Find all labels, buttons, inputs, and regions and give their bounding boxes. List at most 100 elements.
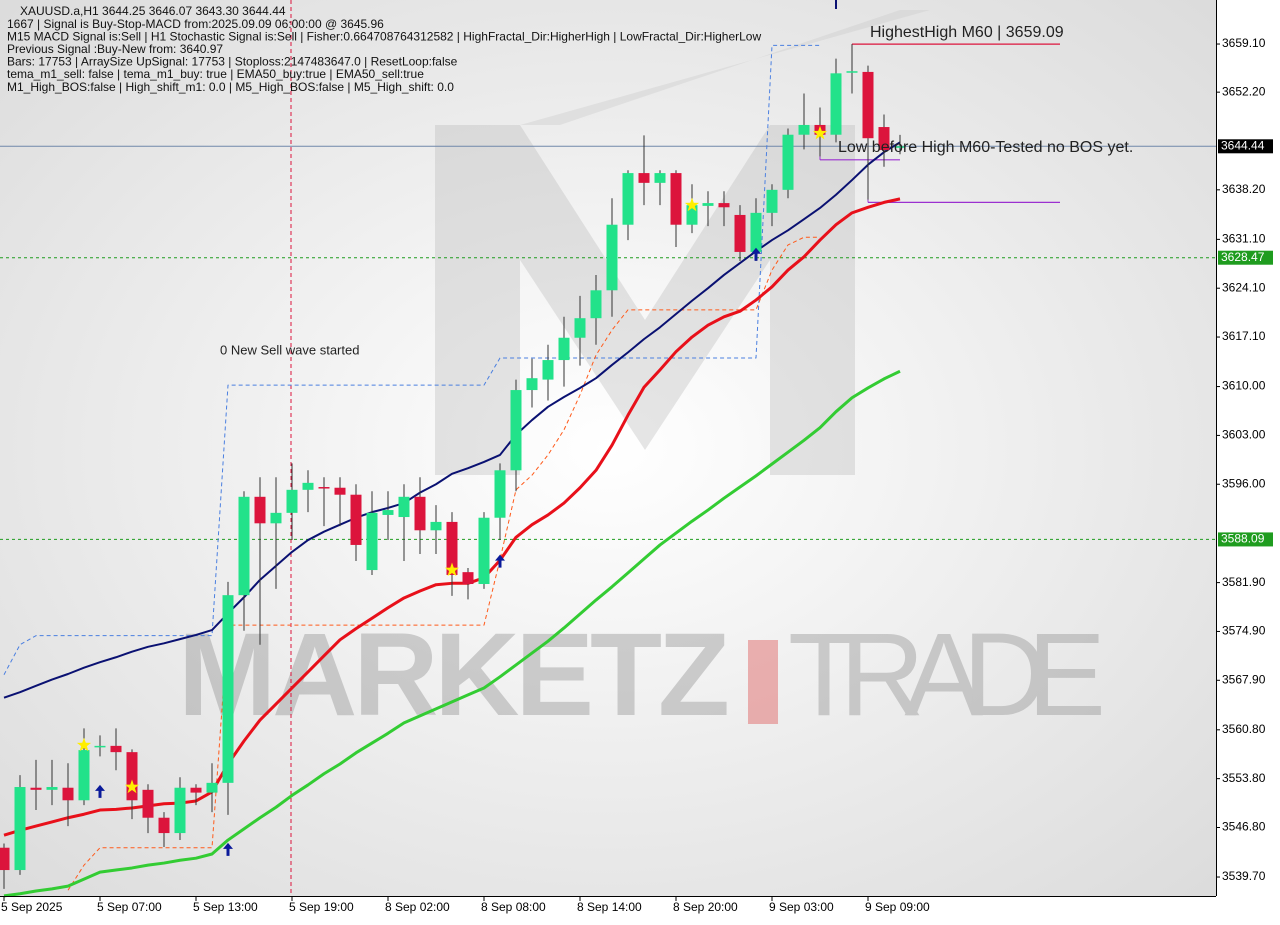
x-tick-label: 9 Sep 09:00 [865, 900, 930, 914]
price-label-bg [1218, 532, 1273, 547]
annotation: 0 New Sell wave started [220, 342, 359, 357]
candle-body [622, 173, 634, 225]
candle-body [94, 745, 106, 748]
candle-body [46, 787, 58, 790]
signal-star [684, 197, 700, 212]
y-tick-label: 3546.80 [1222, 820, 1266, 834]
x-tick-label: 8 Sep 20:00 [673, 900, 738, 914]
candle-body [398, 496, 410, 518]
y-tick-label: 3574.90 [1222, 624, 1266, 638]
x-tick-label: 5 Sep 07:00 [97, 900, 162, 914]
indicator-line [67, 236, 820, 891]
candle-body [798, 124, 810, 135]
candle-body [702, 203, 714, 206]
candle-body [846, 71, 858, 73]
buy-arrow [223, 842, 233, 856]
candle-body [318, 487, 330, 489]
candle-body [830, 73, 842, 135]
candle-body [286, 489, 298, 513]
candle-body [414, 496, 426, 531]
candle-body [110, 745, 122, 753]
plot-area [0, 0, 1216, 896]
candle-body [366, 512, 378, 571]
candle-body [494, 470, 506, 518]
candle-body [174, 787, 186, 834]
buy-arrow [751, 247, 761, 261]
watermark: MARKETZ [178, 609, 730, 741]
candle-body [526, 378, 538, 391]
buy-arrow [495, 554, 505, 568]
x-tick-label: 8 Sep 08:00 [481, 900, 546, 914]
candle-body [478, 517, 490, 585]
signal-star [76, 737, 92, 752]
header-line: M1_High_BOS:false | High_shift_m1: 0.0 |… [7, 80, 454, 94]
candle-body [894, 146, 906, 148]
candle-body [878, 127, 890, 151]
candle-body [670, 173, 682, 225]
y-tick-label: 3617.10 [1222, 329, 1266, 343]
x-tick-label: 9 Sep 03:00 [769, 900, 834, 914]
candle-body [190, 787, 202, 793]
header-line: XAUUSD.a,H1 3644.25 3646.07 3643.30 3644… [20, 4, 286, 18]
x-tick-label: 5 Sep 13:00 [193, 900, 258, 914]
candle-body [0, 847, 10, 871]
candle-body [14, 787, 26, 871]
y-tick-label: 3631.10 [1222, 232, 1266, 246]
y-tick-label: 3553.80 [1222, 771, 1266, 785]
price-label-bg [1218, 250, 1273, 265]
candle-body [142, 789, 154, 818]
candle-body [766, 189, 778, 213]
y-tick-label: 3596.00 [1222, 476, 1266, 490]
candle-body [734, 214, 746, 252]
candle-body [430, 521, 442, 531]
candle-body [606, 224, 618, 291]
annotation: Low before High M60-Tested no BOS yet. [838, 139, 1133, 156]
candle-body [78, 750, 90, 801]
signal-star [124, 779, 140, 794]
candle-body [350, 494, 362, 545]
candle-body [782, 134, 794, 190]
candle-body [270, 512, 282, 524]
header-line: Previous Signal :Buy-New from: 3640.97 [7, 42, 223, 56]
header-line: M15 MACD Signal is:Sell | H1 Stochastic … [7, 29, 761, 43]
header: XAUUSD.a,H1 3644.25 3646.07 3643.30 3644… [7, 4, 761, 94]
header-line: tema_m1_sell: false | tema_m1_buy: true … [7, 67, 424, 81]
candle-body [638, 173, 650, 183]
candle-body [574, 318, 586, 338]
y-tick-label: 3567.90 [1222, 672, 1266, 686]
candle-body [462, 572, 474, 585]
candle-body [446, 521, 458, 575]
watermark-bar [748, 640, 778, 724]
candle-body [542, 360, 554, 380]
indicator-line [3, 141, 901, 699]
signal-star [812, 125, 828, 140]
y-tick-label: 3603.00 [1222, 428, 1266, 442]
y-tick-label: 3624.10 [1222, 280, 1266, 294]
x-tick-label: 5 Sep 19:00 [289, 900, 354, 914]
candle-body [654, 173, 666, 183]
indicator-line [3, 44, 820, 675]
y-tick-label: 3638.20 [1222, 182, 1266, 196]
candle-body [862, 71, 874, 139]
candle-body [30, 787, 42, 790]
candle-body [510, 390, 522, 471]
logo [435, 10, 930, 475]
candle-body [718, 203, 730, 208]
y-tick-label: 3539.70 [1222, 869, 1266, 883]
price-label: 3588.09 [1221, 532, 1265, 546]
candle-body [558, 337, 570, 361]
candle-body [158, 817, 170, 834]
annotation: HighestHigh M60 | 3659.09 [870, 24, 1064, 41]
x-tick-label: 8 Sep 02:00 [385, 900, 450, 914]
candle-body [254, 496, 266, 524]
y-tick-label: 3659.10 [1222, 36, 1266, 50]
price-label: 3644.44 [1221, 138, 1265, 152]
candle-body [238, 496, 250, 596]
candle-body [126, 752, 138, 801]
price-label: 3628.47 [1221, 250, 1265, 264]
candle-body [222, 595, 234, 783]
price-label-bg [1218, 139, 1273, 154]
candle-body [750, 212, 762, 252]
y-tick-label: 3610.00 [1222, 379, 1266, 393]
